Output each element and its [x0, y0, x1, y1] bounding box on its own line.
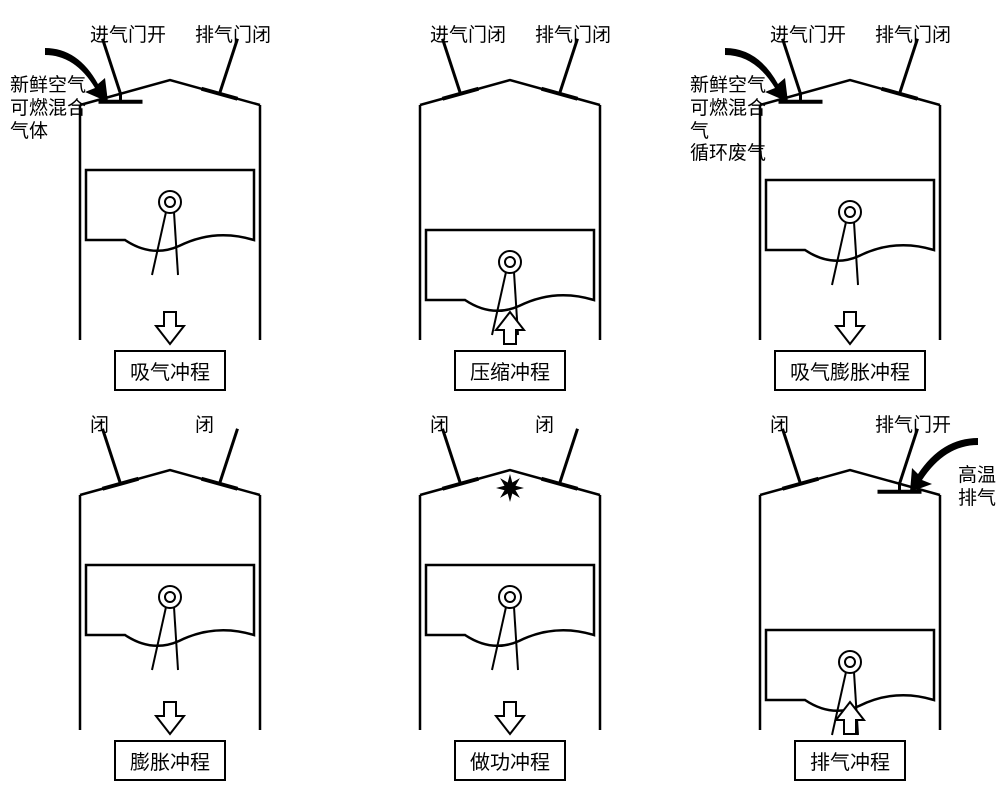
- arrow-down-icon: [833, 310, 867, 351]
- stroke-cell-intake: 进气门开排气门闭新鲜空气可燃混合气体吸气冲程: [20, 20, 320, 390]
- stroke-cell-expansion: 闭闭膨胀冲程: [20, 410, 320, 780]
- arrow-down-icon: [493, 700, 527, 741]
- stroke-cell-power: 闭闭做功冲程: [360, 410, 660, 780]
- arrow-up-icon: [493, 310, 527, 351]
- arrow-up-icon: [833, 700, 867, 741]
- stroke-name-box: 吸气膨胀冲程: [774, 350, 926, 391]
- diagram-grid: 进气门开排气门闭新鲜空气可燃混合气体吸气冲程进气门闭排气门闭压缩冲程进气门开排气…: [20, 20, 980, 780]
- stroke-cell-exhaust: 闭排气门开高温排气排气冲程: [700, 410, 1000, 780]
- stroke-name-box: 做功冲程: [454, 740, 566, 781]
- stroke-name-box: 膨胀冲程: [114, 740, 226, 781]
- arrow-down-icon: [153, 310, 187, 351]
- stroke-name-box: 压缩冲程: [454, 350, 566, 391]
- stroke-name-box: 排气冲程: [794, 740, 906, 781]
- stroke-cell-intake_expand: 进气门开排气门闭新鲜空气可燃混合气循环废气吸气膨胀冲程: [700, 20, 1000, 390]
- stroke-cell-compression: 进气门闭排气门闭压缩冲程: [360, 20, 660, 390]
- stroke-name-box: 吸气冲程: [114, 350, 226, 391]
- arrow-down-icon: [153, 700, 187, 741]
